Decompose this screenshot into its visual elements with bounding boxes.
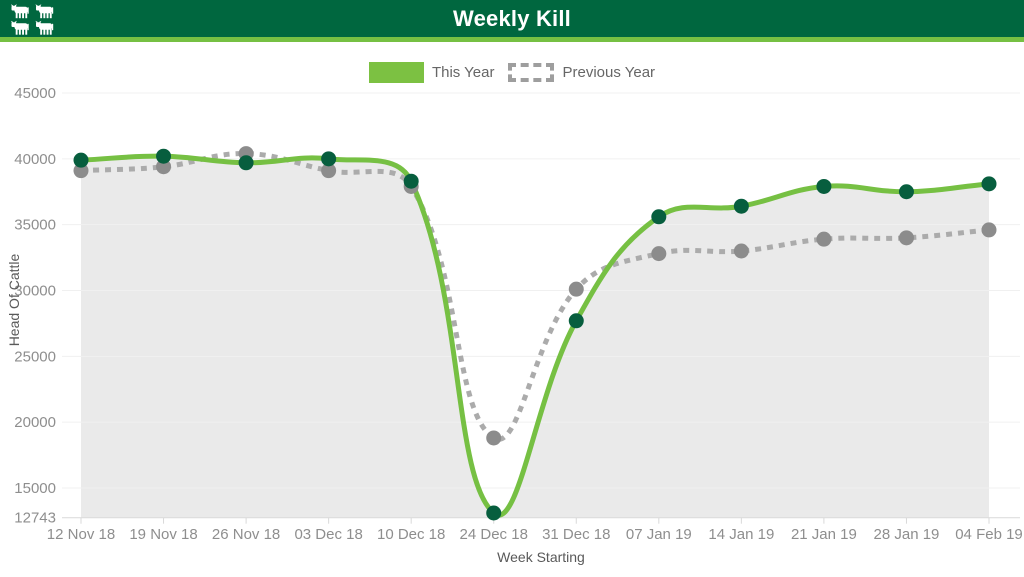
data-point-this-year[interactable] <box>486 505 502 521</box>
data-point-previous-year[interactable] <box>486 430 502 446</box>
y-tick-label: 25000 <box>14 348 56 365</box>
data-point-previous-year[interactable] <box>73 163 89 179</box>
x-tick-label: 31 Dec 18 <box>542 526 610 543</box>
legend-swatch-this-year <box>368 62 424 83</box>
y-tick-label: 15000 <box>14 480 56 497</box>
legend-label-previous-year: Previous Year <box>562 64 656 81</box>
y-tick-label: 20000 <box>14 414 56 431</box>
data-point-previous-year[interactable] <box>156 159 172 175</box>
data-point-previous-year[interactable] <box>981 222 997 238</box>
legend-item-previous-year[interactable]: Previous Year <box>508 63 655 82</box>
data-point-previous-year[interactable] <box>651 246 667 262</box>
data-point-this-year[interactable] <box>156 148 172 164</box>
data-point-previous-year[interactable] <box>733 243 749 259</box>
x-tick-label: 26 Nov 18 <box>212 526 280 543</box>
data-point-this-year[interactable] <box>73 152 89 168</box>
y-axis-title: Head Of Cattle <box>6 253 22 347</box>
x-tick-label: 24 Dec 18 <box>460 526 528 543</box>
series-line-previous-year <box>80 151 990 442</box>
y-tick-label: 35000 <box>14 217 56 234</box>
y-tick-label: 12743 <box>14 510 56 527</box>
page-title: Weekly Kill <box>453 6 571 31</box>
app-header: Weekly Kill <box>0 0 1024 37</box>
data-point-this-year[interactable] <box>651 209 667 225</box>
legend-item-this-year[interactable]: This Year <box>368 62 495 83</box>
data-point-previous-year[interactable] <box>898 230 914 246</box>
x-tick-label: 21 Jan 19 <box>791 526 857 543</box>
data-point-previous-year[interactable] <box>816 231 832 247</box>
chart-legend: This Year Previous Year <box>0 62 1024 83</box>
x-tick-label: 12 Nov 18 <box>47 526 115 543</box>
data-point-this-year[interactable] <box>321 151 337 167</box>
y-tick-label: 40000 <box>14 151 56 168</box>
area-fill-this-year <box>81 156 989 518</box>
x-tick-label: 07 Jan 19 <box>626 526 692 543</box>
data-point-previous-year[interactable] <box>321 163 337 179</box>
data-point-previous-year[interactable] <box>568 281 584 297</box>
data-point-this-year[interactable] <box>816 178 832 194</box>
x-tick-label: 03 Dec 18 <box>294 526 362 543</box>
data-point-this-year[interactable] <box>981 176 997 192</box>
data-point-this-year[interactable] <box>238 155 254 171</box>
x-tick-label: 10 Dec 18 <box>377 526 445 543</box>
legend-swatch-previous-year <box>508 63 555 82</box>
x-tick-label: 19 Nov 18 <box>129 526 197 543</box>
y-tick-label: 45000 <box>14 85 56 102</box>
x-tick-label: 28 Jan 19 <box>874 526 940 543</box>
data-point-this-year[interactable] <box>568 313 584 329</box>
x-axis-title: Week Starting <box>497 549 585 565</box>
legend-label-this-year: This Year <box>431 64 495 81</box>
data-point-this-year[interactable] <box>733 198 749 214</box>
data-point-this-year[interactable] <box>898 184 914 200</box>
x-tick-label: 04 Feb 19 <box>955 526 1023 543</box>
x-tick-label: 14 Jan 19 <box>708 526 774 543</box>
y-tick-label: 30000 <box>14 282 56 299</box>
header-accent-bar <box>0 37 1024 42</box>
data-point-this-year[interactable] <box>403 173 419 189</box>
